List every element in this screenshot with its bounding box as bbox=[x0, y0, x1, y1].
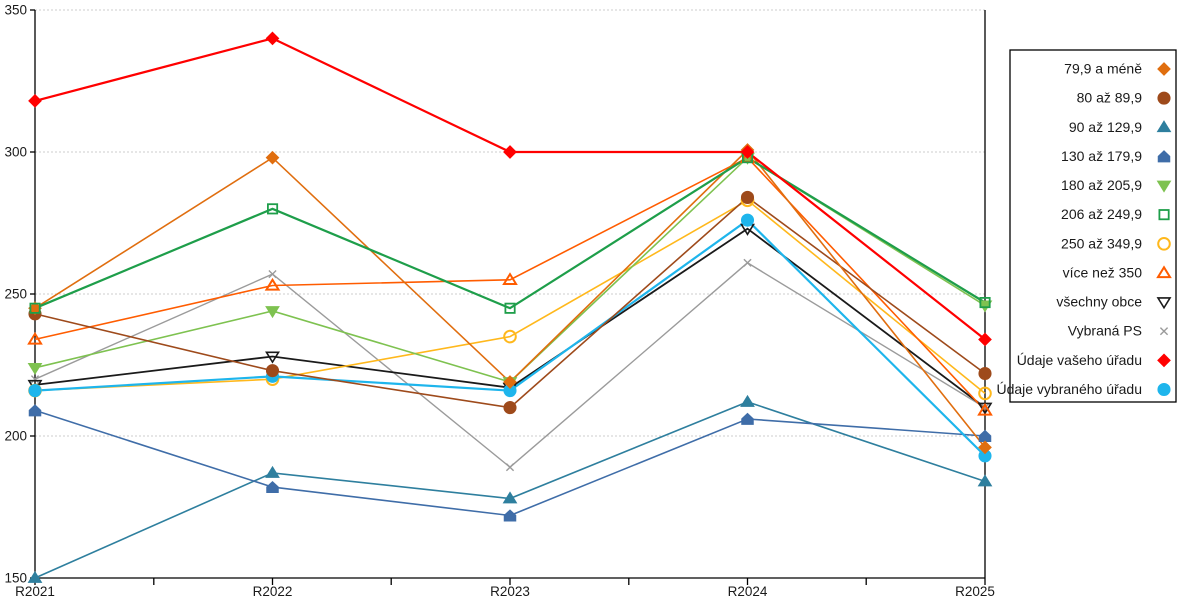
svg-text:300: 300 bbox=[4, 145, 27, 160]
svg-text:80 až 89,9: 80 až 89,9 bbox=[1077, 90, 1143, 106]
svg-text:R2021: R2021 bbox=[15, 584, 55, 599]
svg-text:Vybraná PS: Vybraná PS bbox=[1068, 323, 1142, 339]
svg-text:130 až 179,9: 130 až 179,9 bbox=[1061, 148, 1142, 164]
svg-text:200: 200 bbox=[4, 429, 27, 444]
svg-text:více než 350: více než 350 bbox=[1063, 265, 1143, 281]
svg-text:180 až 205,9: 180 až 205,9 bbox=[1061, 177, 1142, 193]
svg-text:250: 250 bbox=[4, 287, 27, 302]
svg-text:R2023: R2023 bbox=[490, 584, 530, 599]
svg-text:R2022: R2022 bbox=[253, 584, 293, 599]
svg-text:Údaje vašeho úřadu: Údaje vašeho úřadu bbox=[1017, 352, 1142, 368]
svg-text:R2024: R2024 bbox=[728, 584, 768, 599]
svg-text:350: 350 bbox=[4, 3, 27, 18]
svg-text:250 až 349,9: 250 až 349,9 bbox=[1061, 235, 1142, 251]
svg-text:všechny obce: všechny obce bbox=[1056, 294, 1142, 310]
svg-text:90 až 129,9: 90 až 129,9 bbox=[1069, 119, 1142, 135]
svg-text:R2025: R2025 bbox=[955, 584, 995, 599]
svg-text:79,9 a méně: 79,9 a méně bbox=[1064, 61, 1142, 77]
svg-text:206 až 249,9: 206 až 249,9 bbox=[1061, 206, 1142, 222]
svg-text:Údaje vybraného úřadu: Údaje vybraného úřadu bbox=[996, 381, 1142, 397]
